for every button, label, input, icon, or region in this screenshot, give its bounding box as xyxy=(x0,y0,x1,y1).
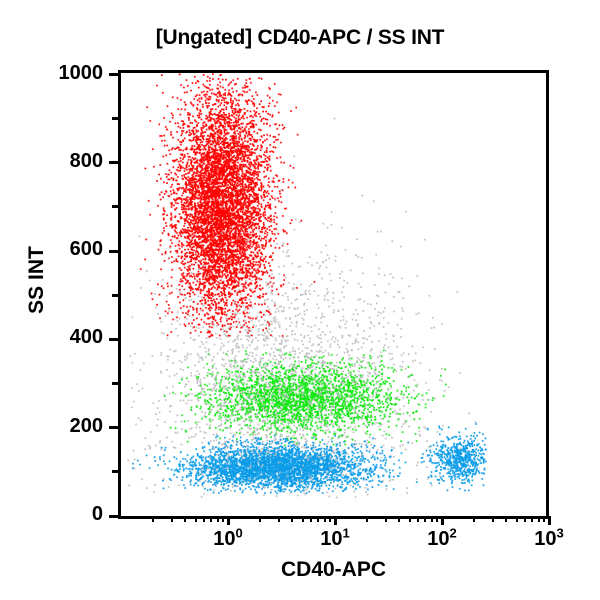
y-axis-tick-minor xyxy=(112,117,118,121)
x-axis-tick-minor xyxy=(310,516,313,522)
x-axis-title: CD40-APC xyxy=(280,558,387,581)
x-axis-tick-minor xyxy=(291,516,294,522)
x-axis-tick-minor xyxy=(543,516,546,522)
y-axis-tick-label: 400 xyxy=(69,326,103,349)
x-axis-tick-minor xyxy=(216,516,219,522)
x-axis-tick-major xyxy=(226,516,230,525)
x-axis-tick-label: 103 xyxy=(534,525,564,550)
x-axis-tick-minor xyxy=(152,516,155,522)
x-axis-tick-minor xyxy=(537,516,540,522)
x-axis-tick-minor xyxy=(222,516,225,522)
x-axis-tick-minor xyxy=(398,516,401,522)
y-axis-tick-label: 0 xyxy=(91,503,103,525)
y-axis-tick-label: 800 xyxy=(69,149,103,172)
x-axis-tick-minor xyxy=(184,516,187,522)
x-axis-tick-minor xyxy=(278,516,281,522)
y-axis-tick-label: 200 xyxy=(69,414,103,437)
x-axis-tick-label: 101 xyxy=(320,525,350,550)
x-axis-tick-minor xyxy=(323,516,326,522)
x-axis-tick-minor xyxy=(515,516,518,522)
y-axis-tick-minor xyxy=(112,293,118,297)
x-axis-tick-major xyxy=(333,516,337,525)
x-axis-tick-minor xyxy=(492,516,495,522)
x-axis-tick-major xyxy=(440,516,444,525)
x-axis-tick-minor xyxy=(417,516,420,522)
y-axis-tick-major xyxy=(109,426,118,430)
x-axis-tick-minor xyxy=(430,516,433,522)
y-axis-tick-major xyxy=(109,514,118,518)
x-axis-tick-minor xyxy=(329,516,332,522)
y-axis-tick-minor xyxy=(112,382,118,386)
y-axis-tick-label: 600 xyxy=(69,238,103,261)
x-axis-tick-label: 102 xyxy=(427,525,457,550)
y-axis-tick-major xyxy=(109,73,118,76)
y-axis-tick-major xyxy=(109,337,118,341)
y-axis-tick-major xyxy=(109,161,118,165)
x-axis-tick-minor xyxy=(171,516,174,522)
x-axis-tick-minor xyxy=(210,516,213,522)
page-title: [Ungated] CD40-APC / SS INT xyxy=(155,26,445,49)
x-axis-tick-minor xyxy=(424,516,427,522)
scatter-point-canvas xyxy=(121,73,546,516)
x-axis-tick-minor xyxy=(473,516,476,522)
x-axis-tick-minor xyxy=(531,516,534,522)
y-axis-tick-minor xyxy=(112,470,118,474)
y-axis-tick-label: 1000 xyxy=(58,61,104,84)
x-axis-tick-minor xyxy=(385,516,388,522)
y-axis-title: SS INT xyxy=(25,246,48,314)
x-axis-tick-minor xyxy=(436,516,439,522)
x-axis-tick-minor xyxy=(366,516,369,522)
y-axis-tick-minor xyxy=(112,205,118,209)
x-axis-tick-label: 100 xyxy=(213,525,243,550)
x-axis-tick-minor xyxy=(203,516,206,522)
x-axis-tick-minor xyxy=(317,516,320,522)
y-axis-tick-major xyxy=(109,249,118,253)
plot-area[interactable] xyxy=(118,70,549,519)
x-axis-tick-minor xyxy=(408,516,411,522)
x-axis-tick-minor xyxy=(524,516,527,522)
x-axis-tick-major xyxy=(547,516,551,525)
x-axis-tick-minor xyxy=(505,516,508,522)
x-axis-tick-minor xyxy=(301,516,304,522)
x-axis-tick-minor xyxy=(194,516,197,522)
x-axis-tick-minor xyxy=(259,516,262,522)
